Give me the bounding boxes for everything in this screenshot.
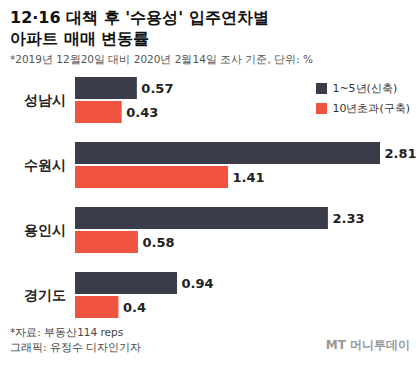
svg-text:0.4: 0.4 xyxy=(123,300,146,315)
svg-text:수원시: 수원시 xyxy=(24,157,66,173)
svg-text:2.81: 2.81 xyxy=(385,146,417,161)
svg-text:0.58: 0.58 xyxy=(142,235,174,250)
svg-text:성남시: 성남시 xyxy=(24,92,66,108)
html-text:MT 머니투데이: MT 머니투데이 xyxy=(325,338,410,352)
svg-text:경기도: 경기도 xyxy=(24,287,66,303)
html-text:12·16 대책 후 '수용성' 입주연차별 아파트 매매: 12·16 대책 후 '수용성' 입주연차별 아파트 매매 변동률 xyxy=(10,8,269,48)
svg-text:0.43: 0.43 xyxy=(126,105,158,120)
html-text:10년초과(구축): 10년초과(구축) xyxy=(332,102,410,115)
html-text:1~5년(신축): 1~5년(신축) xyxy=(332,82,398,95)
svg-text:0.57: 0.57 xyxy=(141,81,173,96)
html-text:*자료: 부동산114 reps: *자료: 부동산114 reps xyxy=(10,326,124,338)
svg-text:0.94: 0.94 xyxy=(182,276,214,291)
html-text:그래픽: 유정수 디자인기자: 그래픽: 유정수 디자인기자 xyxy=(10,341,142,353)
svg-text:1.41: 1.41 xyxy=(233,170,265,185)
html-text:*2019년 12월20일 대비 2020년 2월14일 조: *2019년 12월20일 대비 2020년 2월14일 조사 기준, 단위: … xyxy=(10,53,313,65)
svg-text:2.33: 2.33 xyxy=(332,211,364,226)
svg-text:용인시: 용인시 xyxy=(24,222,66,238)
